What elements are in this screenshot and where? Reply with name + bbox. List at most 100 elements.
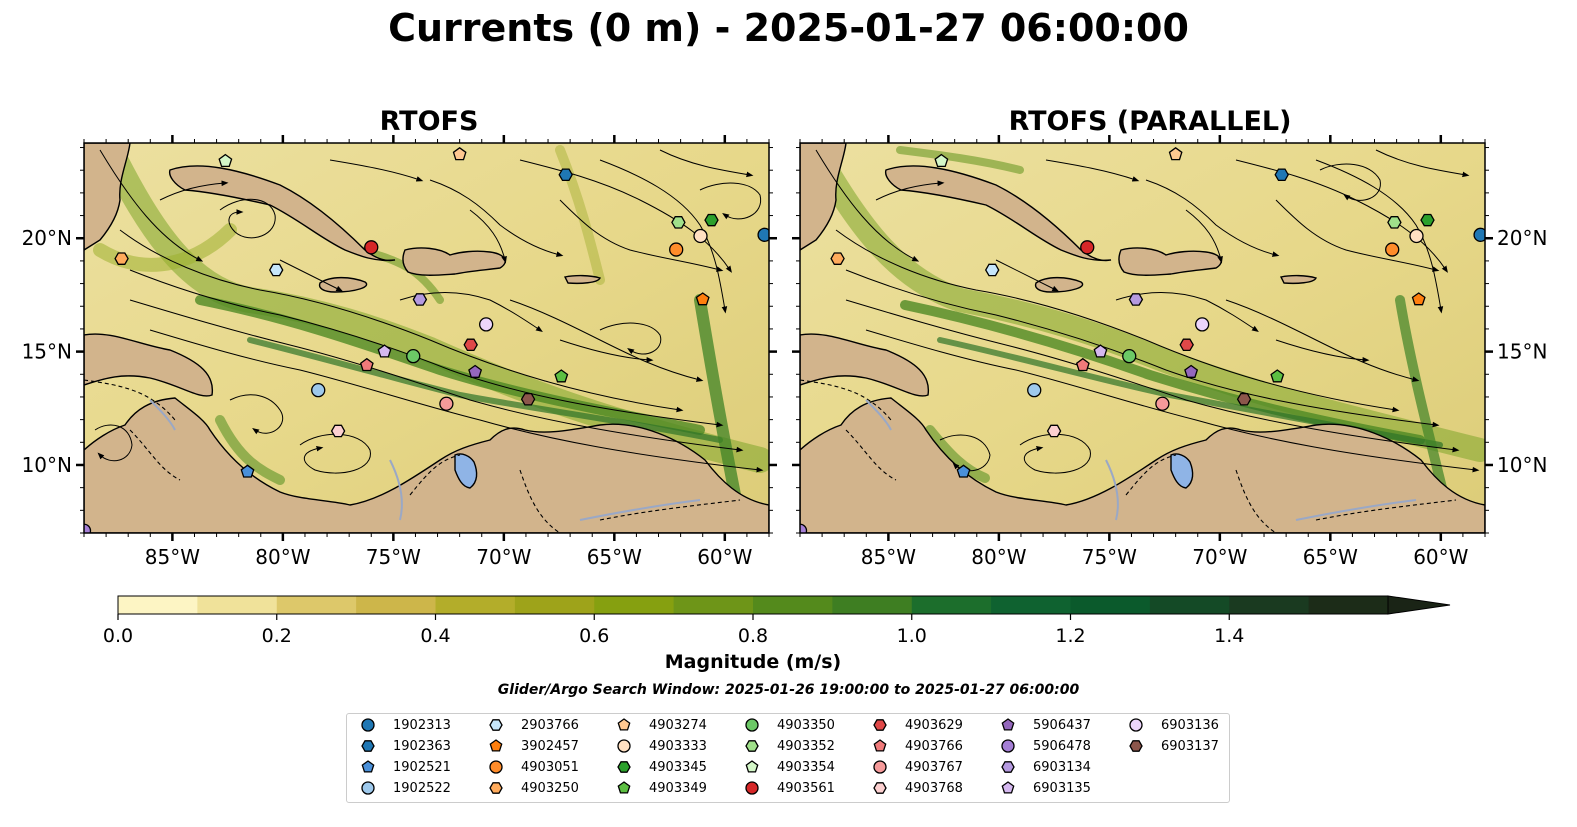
float-4903250-marker bbox=[114, 252, 129, 265]
legend-label: 6903136 bbox=[1161, 717, 1219, 733]
landmasses bbox=[84, 143, 769, 533]
float-4903352-marker bbox=[1387, 216, 1402, 229]
lat-tick-label: 15°N bbox=[1497, 340, 1547, 364]
colorbar-tick-label: 0.2 bbox=[262, 625, 292, 647]
float-4903766-marker bbox=[1075, 357, 1090, 372]
float-legend: 1902313 1902363 1902521 1902522 2903766 39024… bbox=[346, 713, 1230, 803]
float-5906478-marker bbox=[800, 523, 808, 533]
hexagon-marker-icon bbox=[489, 719, 503, 731]
pentagon-marker-icon bbox=[873, 739, 887, 752]
float-2903766-marker bbox=[268, 263, 284, 277]
float-4903561-marker bbox=[1080, 240, 1095, 255]
legend-label: 4903766 bbox=[905, 738, 963, 754]
float-1902521-marker bbox=[956, 464, 971, 478]
lon-tick-label: 80°W bbox=[255, 545, 310, 569]
float-1902363-marker bbox=[1274, 168, 1289, 182]
legend-label: 3902457 bbox=[521, 738, 579, 754]
float-4903352-marker bbox=[671, 216, 686, 229]
lat-tick-label: 10°N bbox=[22, 453, 72, 477]
float-5906478-marker bbox=[84, 523, 92, 533]
legend-entry-4903250: 4903250 bbox=[485, 778, 579, 798]
colorbar-segment bbox=[197, 596, 278, 614]
hexagon-marker-icon bbox=[1001, 761, 1015, 773]
pentagon-marker-icon bbox=[617, 781, 631, 794]
legend-label: 4903767 bbox=[905, 759, 963, 775]
colorbar-segment bbox=[1149, 596, 1230, 614]
legend-label: 2903766 bbox=[521, 717, 579, 733]
colorbar-segment bbox=[673, 596, 754, 614]
float-4903350-marker bbox=[1122, 348, 1137, 364]
colorbar-label: Magnitude (m/s) bbox=[664, 651, 842, 673]
legend-entry-6903137: 6903137 bbox=[1125, 736, 1219, 756]
pentagon-marker-icon bbox=[361, 760, 375, 773]
lat-tick-label: 15°N bbox=[22, 340, 72, 364]
map-frame-rtofs-parallel bbox=[799, 142, 1486, 534]
float-4903629-marker bbox=[1179, 338, 1194, 352]
legend-label: 1902522 bbox=[393, 780, 451, 796]
float-4903561-marker bbox=[364, 240, 379, 255]
legend-label: 5906437 bbox=[1033, 717, 1091, 733]
colorbar-tick-label: 0.0 bbox=[103, 625, 133, 647]
float-4903349-marker bbox=[554, 369, 569, 383]
legend-label: 4903354 bbox=[777, 759, 835, 775]
float-4903345-marker bbox=[1420, 213, 1435, 227]
map-panel-rtofs bbox=[84, 143, 769, 533]
legend-entry-1902363: 1902363 bbox=[357, 736, 451, 756]
float-1902313-marker bbox=[757, 227, 769, 242]
legend-entry-4903349: 4903349 bbox=[613, 778, 707, 798]
lat-tick-label: 10°N bbox=[1497, 453, 1547, 477]
colorbar-tick-label: 1.4 bbox=[1214, 625, 1244, 647]
float-6903136-marker bbox=[1195, 317, 1210, 332]
colorbar-segment bbox=[991, 596, 1071, 614]
colorbar: 0.0 0.2 0.4 0.6 0.8 1.0 1.2 1.4 bbox=[103, 595, 1451, 647]
legend-entry-4903768: 4903768 bbox=[869, 778, 963, 798]
legend-label: 4903768 bbox=[905, 780, 963, 796]
circle-marker-icon bbox=[361, 781, 375, 795]
legend-entry-4903354: 4903354 bbox=[741, 757, 835, 777]
float-4903768-marker bbox=[330, 424, 346, 438]
legend-entry-5906437: 5906437 bbox=[997, 715, 1091, 735]
legend-label: 4903629 bbox=[905, 717, 963, 733]
legend-entry-2903766: 2903766 bbox=[485, 715, 579, 735]
colorbar-extend-arrow bbox=[1387, 595, 1451, 615]
hexagon-marker-icon bbox=[873, 719, 887, 731]
pentagon-marker-icon bbox=[745, 760, 759, 773]
colorbar-tick-label: 1.0 bbox=[897, 625, 927, 647]
float-6903135-marker bbox=[1093, 344, 1108, 358]
legend-label: 1902363 bbox=[393, 738, 451, 754]
legend-label: 1902313 bbox=[393, 717, 451, 733]
circle-marker-icon bbox=[745, 781, 759, 795]
pentagon-marker-icon bbox=[489, 739, 503, 752]
legend-label: 6903135 bbox=[1033, 780, 1091, 796]
float-1902521-marker bbox=[240, 464, 255, 478]
float-4903333-marker bbox=[1409, 228, 1424, 244]
hexagon-marker-icon bbox=[617, 761, 631, 773]
map-frame-rtofs bbox=[83, 142, 770, 534]
lat-tick-label: 20°N bbox=[1497, 226, 1547, 250]
float-6903137-marker bbox=[1236, 392, 1252, 406]
float-markers bbox=[84, 146, 769, 533]
colorbar-segment bbox=[276, 596, 357, 614]
map-panel-rtofs-parallel bbox=[800, 143, 1485, 533]
float-6903135-marker bbox=[377, 344, 392, 358]
legend-label: 4903561 bbox=[777, 780, 835, 796]
legend-entry-4903350: 4903350 bbox=[741, 715, 835, 735]
circle-marker-icon bbox=[1001, 739, 1015, 753]
lon-tick-label: 60°W bbox=[1413, 545, 1468, 569]
lon-tick-label: 60°W bbox=[697, 545, 752, 569]
colorbar-tick-label: 0.8 bbox=[738, 625, 768, 647]
legend-label: 4903274 bbox=[649, 717, 707, 733]
legend-label: 5906478 bbox=[1033, 738, 1091, 754]
pentagon-marker-icon bbox=[617, 718, 631, 731]
legend-label: 6903137 bbox=[1161, 738, 1219, 754]
float-4903274-marker bbox=[1168, 146, 1183, 161]
colorbar-segment bbox=[832, 596, 913, 614]
float-1902313-marker bbox=[1473, 227, 1485, 242]
float-1902522-marker bbox=[1027, 383, 1042, 398]
streamlines bbox=[94, 149, 764, 474]
float-6903137-marker bbox=[520, 392, 536, 406]
circle-marker-icon bbox=[873, 760, 887, 774]
float-5906437-marker bbox=[1184, 364, 1199, 378]
circle-marker-icon bbox=[361, 718, 375, 732]
